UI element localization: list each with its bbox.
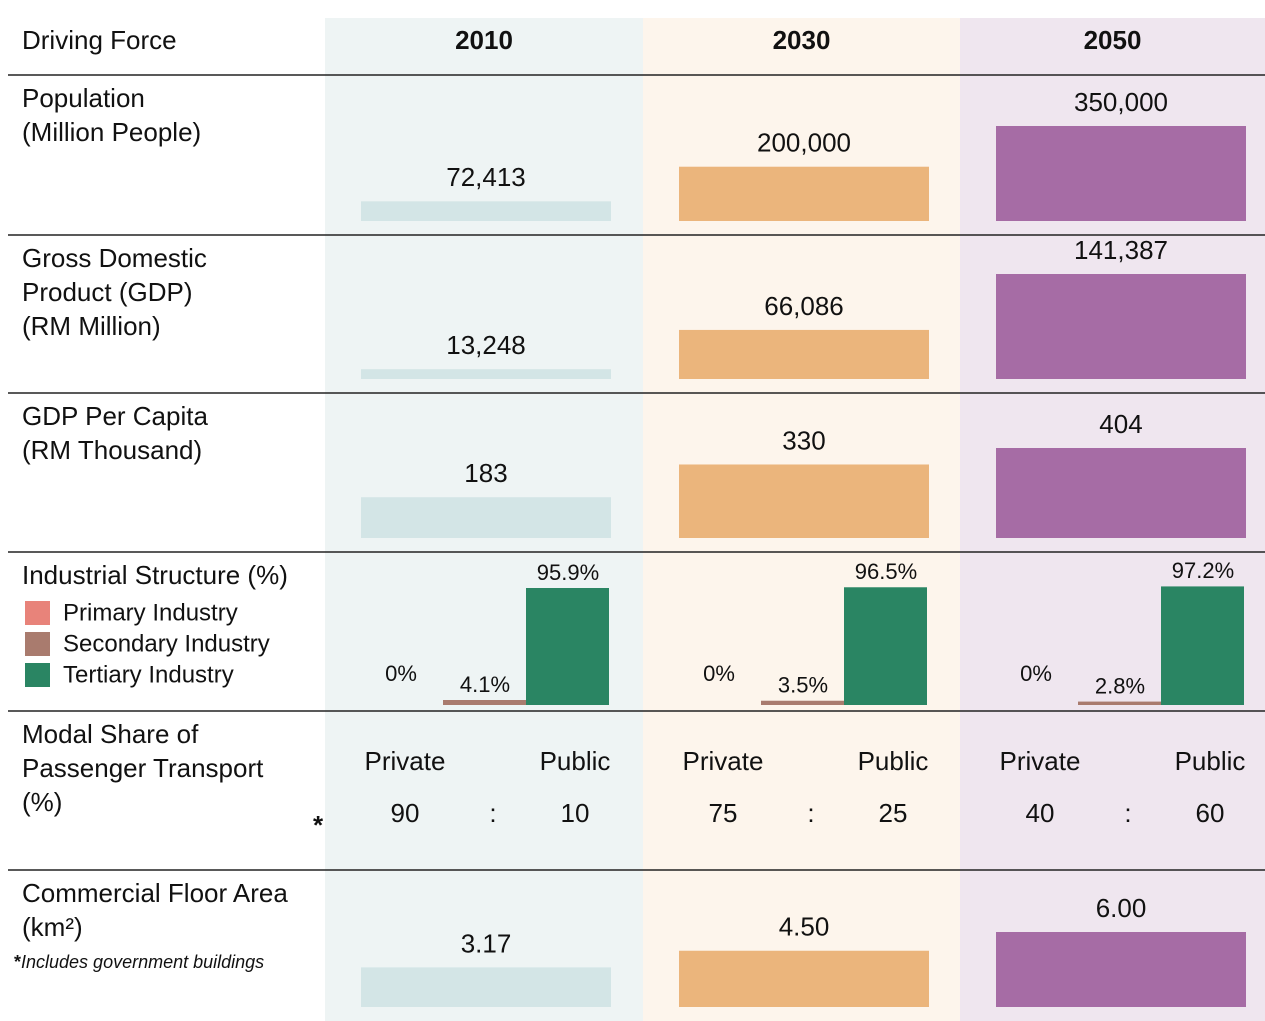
value-label: 97.2% xyxy=(1172,558,1234,583)
value-label: 0% xyxy=(385,661,417,686)
note-marker: * xyxy=(313,810,324,840)
bar xyxy=(996,126,1246,221)
bar xyxy=(1078,701,1161,705)
value-label: 3.5% xyxy=(778,673,828,698)
value-label: 96.5% xyxy=(855,559,917,584)
legend-label: Tertiary Industry xyxy=(63,661,234,688)
value-label: 0% xyxy=(1020,661,1052,686)
bar xyxy=(679,464,929,538)
row-label: Modal Share of xyxy=(22,719,199,749)
row-label: Passenger Transport xyxy=(22,753,264,783)
legend-swatch xyxy=(25,601,50,625)
category-label: Private xyxy=(683,746,764,776)
category-label: Public xyxy=(858,746,929,776)
value-label: 200,000 xyxy=(757,128,851,158)
value-label: 3.17 xyxy=(461,928,512,958)
bar xyxy=(996,932,1246,1007)
legend-label: Primary Industry xyxy=(63,599,238,626)
bar xyxy=(996,274,1246,379)
value-label: 330 xyxy=(782,425,825,455)
bar xyxy=(679,329,929,379)
row-label: GDP Per Capita xyxy=(22,401,208,431)
row-label: Industrial Structure (%) xyxy=(22,560,288,590)
bar xyxy=(996,448,1246,538)
bar xyxy=(1161,586,1244,705)
separator: : xyxy=(807,798,814,828)
bar xyxy=(361,369,611,379)
bar xyxy=(361,967,611,1007)
bar xyxy=(443,699,526,705)
share-value: 60 xyxy=(1196,798,1225,828)
row-label: (RM Thousand) xyxy=(22,435,202,465)
year-header: 2050 xyxy=(1084,25,1142,55)
value-label: 4.1% xyxy=(460,672,510,697)
bar xyxy=(526,588,609,705)
legend-swatch xyxy=(25,663,50,687)
footnote-text: Includes government buildings xyxy=(21,952,264,972)
value-label: 2.8% xyxy=(1095,673,1145,698)
value-label: 183 xyxy=(464,458,507,488)
legend-swatch xyxy=(25,632,50,656)
year-header: 2030 xyxy=(773,25,831,55)
share-value: 75 xyxy=(709,798,738,828)
category-label: Private xyxy=(1000,746,1081,776)
row-label: Commercial Floor Area xyxy=(22,878,288,908)
bar xyxy=(361,497,611,538)
value-label: 13,248 xyxy=(446,330,526,360)
year-header: 2010 xyxy=(455,25,513,55)
separator: : xyxy=(489,798,496,828)
value-label: 350,000 xyxy=(1074,87,1168,117)
row-label: Population xyxy=(22,83,145,113)
category-label: Public xyxy=(540,746,611,776)
value-label: 72,413 xyxy=(446,162,526,192)
share-value: 90 xyxy=(391,798,420,828)
separator: : xyxy=(1124,798,1131,828)
bar xyxy=(361,201,611,221)
share-value: 10 xyxy=(561,798,590,828)
bar xyxy=(679,950,929,1007)
bar xyxy=(844,587,927,705)
bar xyxy=(761,700,844,705)
category-label: Public xyxy=(1175,746,1246,776)
share-value: 40 xyxy=(1026,798,1055,828)
value-label: 6.00 xyxy=(1096,893,1147,923)
value-label: 141,387 xyxy=(1074,235,1168,265)
value-label: 4.50 xyxy=(779,912,830,942)
header-label: Driving Force xyxy=(22,25,177,55)
category-label: Private xyxy=(365,746,446,776)
footnote-marker: * xyxy=(14,952,21,972)
row-label: Gross Domestic xyxy=(22,243,207,273)
value-label: 404 xyxy=(1099,409,1142,439)
value-label: 95.9% xyxy=(537,560,599,585)
footnote: *Includes government buildings xyxy=(14,952,264,972)
row-label: (km²) xyxy=(22,912,83,942)
value-label: 0% xyxy=(703,661,735,686)
value-label: 66,086 xyxy=(764,291,844,321)
share-value: 25 xyxy=(879,798,908,828)
row-label: (Million People) xyxy=(22,117,201,147)
row-label: Product (GDP) xyxy=(22,277,193,307)
bar xyxy=(679,166,929,221)
row-label: (%) xyxy=(22,787,62,817)
legend-label: Secondary Industry xyxy=(63,630,270,657)
row-label: (RM Million) xyxy=(22,311,161,341)
